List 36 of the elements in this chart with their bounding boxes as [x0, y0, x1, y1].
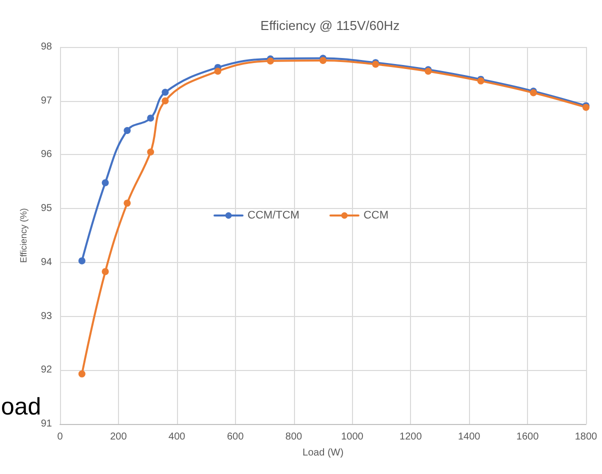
x-tick-label: 400 — [168, 432, 186, 442]
chart-title: Efficiency @ 115V/60Hz — [260, 18, 400, 33]
x-tick-label: 1200 — [400, 432, 422, 442]
y-tick-label: 93 — [40, 310, 52, 322]
y-tick-label: 96 — [40, 149, 52, 160]
point — [266, 58, 274, 64]
text: oad — [1, 394, 42, 420]
y-tick-label: 95 — [40, 203, 52, 214]
point — [124, 200, 131, 207]
x-tick-label: 1000 — [341, 432, 364, 442]
point — [147, 148, 154, 156]
point — [162, 88, 169, 96]
point — [78, 257, 86, 264]
point — [102, 179, 109, 186]
legend-label: CCM — [363, 210, 389, 222]
y-tick-label: 98 — [40, 42, 52, 52]
y-tick-label: 97 — [40, 95, 52, 106]
x-tick-label: 200 — [110, 432, 128, 442]
point — [214, 68, 222, 75]
y-tick-label: 94 — [40, 256, 52, 268]
x-tick-label: 1400 — [458, 432, 481, 442]
y-tick-label: 92 — [40, 364, 52, 376]
point — [147, 114, 154, 122]
point — [102, 268, 109, 276]
x-tick-label: 800 — [285, 432, 303, 442]
point — [124, 126, 131, 134]
legend-label: CCM/TCM — [248, 210, 300, 222]
x-tick-label: 600 — [226, 432, 244, 442]
point — [78, 370, 86, 378]
y-axis-title: Efficiency (%) — [18, 208, 28, 263]
x-axis-title: Load (W) — [302, 448, 344, 458]
x-tick-label: 1600 — [516, 432, 540, 442]
x-tick-label: 0 — [57, 432, 64, 442]
y-tick-label: 91 — [40, 418, 52, 430]
point — [162, 97, 169, 104]
x-tick-label: 1800 — [574, 432, 598, 442]
